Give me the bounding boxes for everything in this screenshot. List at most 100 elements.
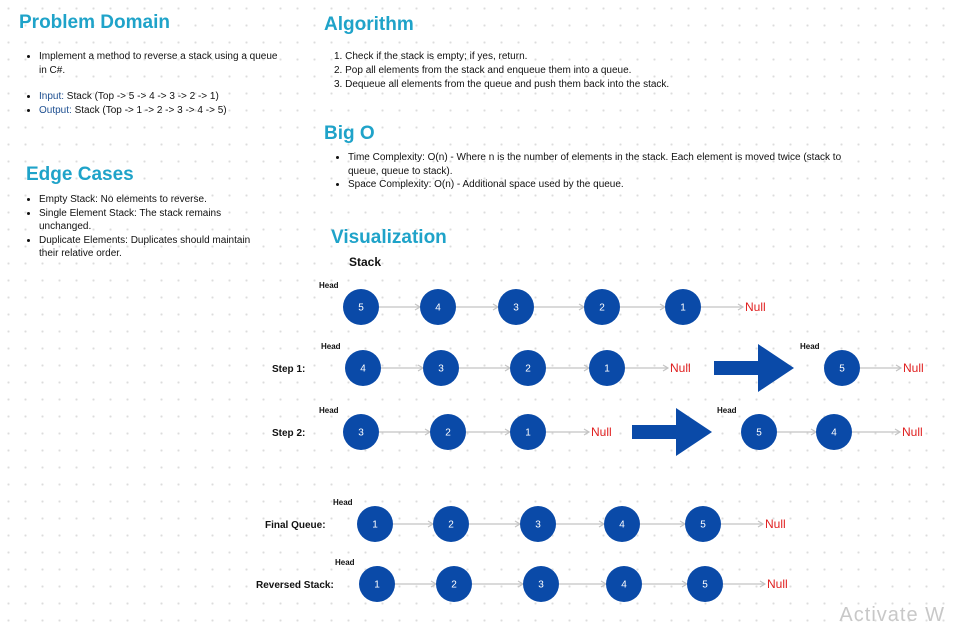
node-value: 3 <box>513 303 519 314</box>
node-value: 2 <box>448 520 454 531</box>
list-node <box>589 350 625 386</box>
connector-arrowhead <box>737 303 745 311</box>
node-value: 5 <box>358 303 364 314</box>
null-label: Null <box>767 577 788 591</box>
node-value: 3 <box>535 520 541 531</box>
io-list: Input: Stack (Top -> 5 -> 4 -> 3 -> 2 ->… <box>25 90 299 117</box>
head-label: Head <box>800 342 820 351</box>
null-label: Null <box>902 425 923 439</box>
node-value: 1 <box>525 428 531 439</box>
connector-arrowhead <box>662 364 670 372</box>
algorithm-step: 2. Pop all elements from the stack and e… <box>334 65 632 76</box>
connector-arrowhead <box>757 520 765 528</box>
null-label: Null <box>670 361 691 375</box>
node-value: 4 <box>621 580 627 591</box>
list-node <box>345 350 381 386</box>
connector-arrowhead <box>895 364 903 372</box>
row-label: Reversed Stack: <box>256 580 334 591</box>
node-value: 1 <box>374 580 380 591</box>
row-label: Final Queue: <box>265 520 326 531</box>
list-node <box>436 566 472 602</box>
list-node <box>606 566 642 602</box>
edge-case-item: Duplicate Elements: Duplicates should ma… <box>39 234 254 261</box>
list-node <box>343 289 379 325</box>
list-node <box>359 566 395 602</box>
node-value: 1 <box>372 520 378 531</box>
edge-cases-list: Empty Stack: No elements to reverse. Sin… <box>25 193 254 261</box>
list-node <box>430 414 466 450</box>
list-node <box>498 289 534 325</box>
activation-watermark: Activate W <box>839 604 945 626</box>
transition-arrow <box>714 344 794 392</box>
null-label: Null <box>903 361 924 375</box>
list-node <box>816 414 852 450</box>
head-label: Head <box>335 558 355 567</box>
edge-cases-title: Edge Cases <box>26 164 134 185</box>
input-label: Input: <box>39 91 65 102</box>
node-value: 2 <box>451 580 457 591</box>
connector-arrowhead <box>583 428 591 436</box>
node-value: 1 <box>680 303 686 314</box>
null-label: Null <box>591 425 612 439</box>
node-value: 4 <box>435 303 441 314</box>
node-value: 2 <box>599 303 605 314</box>
big-o-list: Time Complexity: O(n) - Where n is the n… <box>334 151 848 192</box>
head-label: Head <box>333 498 353 507</box>
node-value: 5 <box>700 520 706 531</box>
list-node <box>420 289 456 325</box>
list-node <box>510 414 546 450</box>
edge-case-item: Empty Stack: No elements to reverse. <box>39 193 254 207</box>
node-value: 3 <box>438 364 444 375</box>
list-node <box>433 506 469 542</box>
list-node <box>523 566 559 602</box>
node-value: 2 <box>445 428 451 439</box>
row-label: Step 2: <box>272 428 305 439</box>
node-value: 3 <box>358 428 364 439</box>
output-item: Output: Stack (Top -> 1 -> 2 -> 3 -> 4 -… <box>39 104 299 118</box>
list-node <box>824 350 860 386</box>
problem-domain-list: Implement a method to reverse a stack us… <box>25 50 284 77</box>
algorithm-steps: 1. Check if the stack is empty; if yes, … <box>324 50 834 92</box>
null-label: Null <box>765 517 786 531</box>
transition-arrow <box>632 408 712 456</box>
node-value: 5 <box>839 364 845 375</box>
node-value: 5 <box>702 580 708 591</box>
stack-label: Stack <box>349 255 382 269</box>
list-node <box>665 289 701 325</box>
connector-arrowhead <box>759 580 767 588</box>
node-value: 5 <box>756 428 762 439</box>
output-label: Output: <box>39 104 72 116</box>
list-node <box>584 289 620 325</box>
row-label: Step 1: <box>272 364 305 375</box>
algorithm-step: 1. Check if the stack is empty; if yes, … <box>334 51 528 62</box>
list-node <box>423 350 459 386</box>
algorithm-title: Algorithm <box>324 14 414 35</box>
head-label: Head <box>717 406 737 415</box>
head-label: Head <box>319 406 339 415</box>
time-complexity: Time Complexity: O(n) - Where n is the n… <box>348 151 848 178</box>
visualization-title: Visualization <box>331 227 447 248</box>
list-node <box>343 414 379 450</box>
node-value: 4 <box>619 520 625 531</box>
input-item: Input: Stack (Top -> 5 -> 4 -> 3 -> 2 ->… <box>39 90 299 104</box>
algorithm-step: 3. Dequeue all elements from the queue a… <box>334 79 670 90</box>
input-value: Stack (Top -> 5 -> 4 -> 3 -> 2 -> 1) <box>64 91 219 102</box>
node-value: 4 <box>360 364 366 375</box>
null-label: Null <box>745 300 766 314</box>
connector-arrowhead <box>894 428 902 436</box>
big-o-title: Big O <box>324 123 375 144</box>
edge-case-item: Single Element Stack: The stack remains … <box>39 207 254 234</box>
space-complexity: Space Complexity: O(n) - Additional spac… <box>348 178 848 192</box>
list-node <box>741 414 777 450</box>
node-value: 2 <box>525 364 531 375</box>
head-label: Head <box>321 342 341 351</box>
node-value: 1 <box>604 364 610 375</box>
head-label: Head <box>319 281 339 290</box>
list-node <box>357 506 393 542</box>
list-node <box>685 506 721 542</box>
node-value: 4 <box>831 428 837 439</box>
list-node <box>520 506 556 542</box>
output-value: Stack (Top -> 1 -> 2 -> 3 -> 4 -> 5) <box>71 104 227 116</box>
node-value: 3 <box>538 580 544 591</box>
